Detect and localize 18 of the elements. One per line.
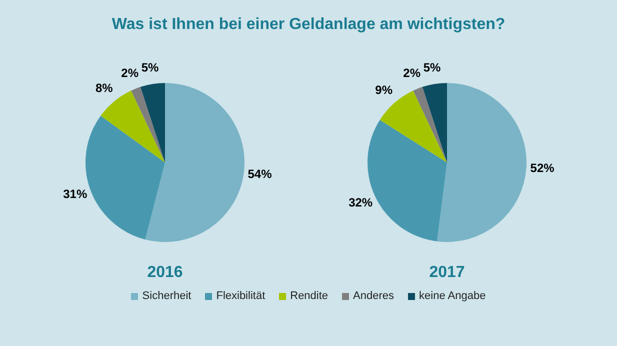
data-label: 2% [121, 66, 139, 80]
legend-label: keine Angabe [419, 290, 486, 302]
data-label: 9% [375, 83, 393, 98]
text: 2017 [428, 264, 466, 282]
text: 2016 [146, 264, 184, 282]
data-label: 8% [95, 81, 114, 96]
legend-label: Anderes [353, 290, 394, 302]
data-label: 32% [348, 195, 373, 210]
data-label: 52% [530, 160, 555, 175]
chart-title: Was ist Ihnen bei einer Geldanlage am wichtigsten? [110, 16, 506, 34]
data-label: 54% [248, 166, 272, 181]
data-label: 5% [141, 60, 160, 74]
data-label: 5% [423, 60, 442, 74]
data-label: 31% [63, 187, 88, 202]
data-label: 2% [403, 66, 421, 80]
legend-label: Rendite [290, 290, 328, 302]
legend-label: Sicherheit [142, 290, 192, 302]
legend-label: Flexibilität [216, 290, 266, 302]
